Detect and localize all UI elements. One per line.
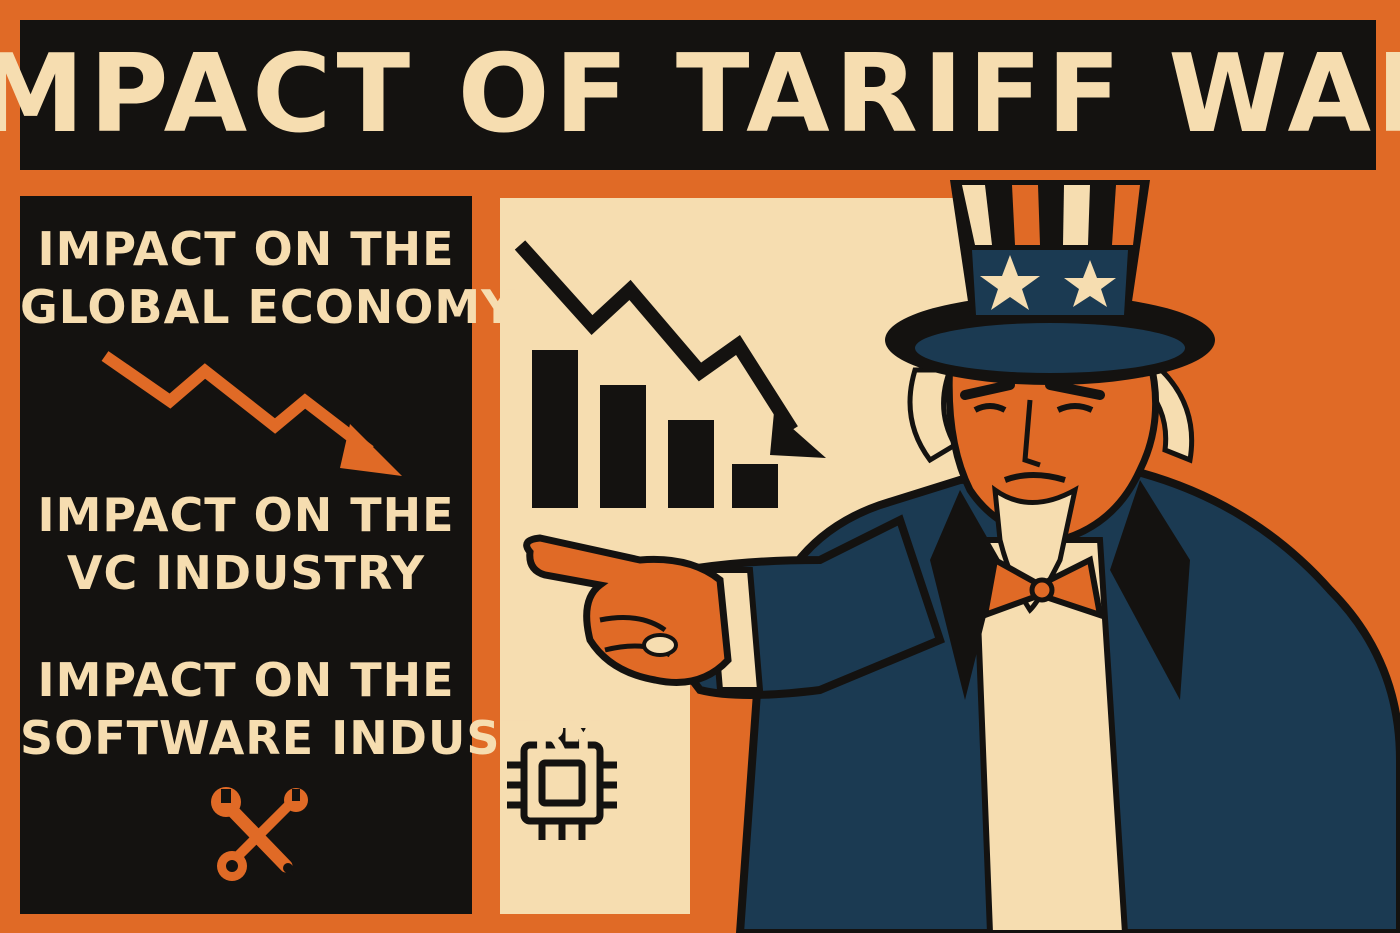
wrench-screwdriver-icon: [211, 787, 308, 881]
star-icon: [1064, 260, 1116, 307]
section-heading-line: GLOBAL ECONOMY: [20, 280, 516, 334]
title-bar: IMPACT OF TARIFF WAR: [0, 20, 1400, 170]
section-heading-line: IMPACT ON THE: [37, 653, 455, 707]
section-heading-line: IMPACT ON THE: [37, 222, 455, 276]
page-title: IMPACT OF TARIFF WAR: [0, 32, 1400, 157]
left-panel: IMPACT ON THE GLOBAL ECONOMY IMPACT ON T…: [20, 196, 602, 914]
section-heading-vc-industry: IMPACT ON THE VC INDUSTRY: [20, 486, 472, 602]
section-heading-global-economy: IMPACT ON THE GLOBAL ECONOMY: [20, 220, 516, 336]
uncle-sam-figure: [523, 180, 1400, 933]
section-heading-line: SOFTWARE INDUSTRY: [20, 711, 602, 765]
downtrend-arrow-icon: [101, 351, 402, 476]
declining-bar-chart-icon: [514, 240, 826, 508]
section-heading-line: IMPACT ON THE: [37, 488, 455, 542]
section-heading-line: VC INDUSTRY: [66, 546, 426, 600]
section-heading-software-industry: IMPACT ON THE SOFTWARE INDUSTRY: [20, 651, 602, 767]
cream-panel: [500, 198, 1000, 914]
microchip-icon: [507, 728, 617, 840]
star-icon: [980, 255, 1040, 310]
